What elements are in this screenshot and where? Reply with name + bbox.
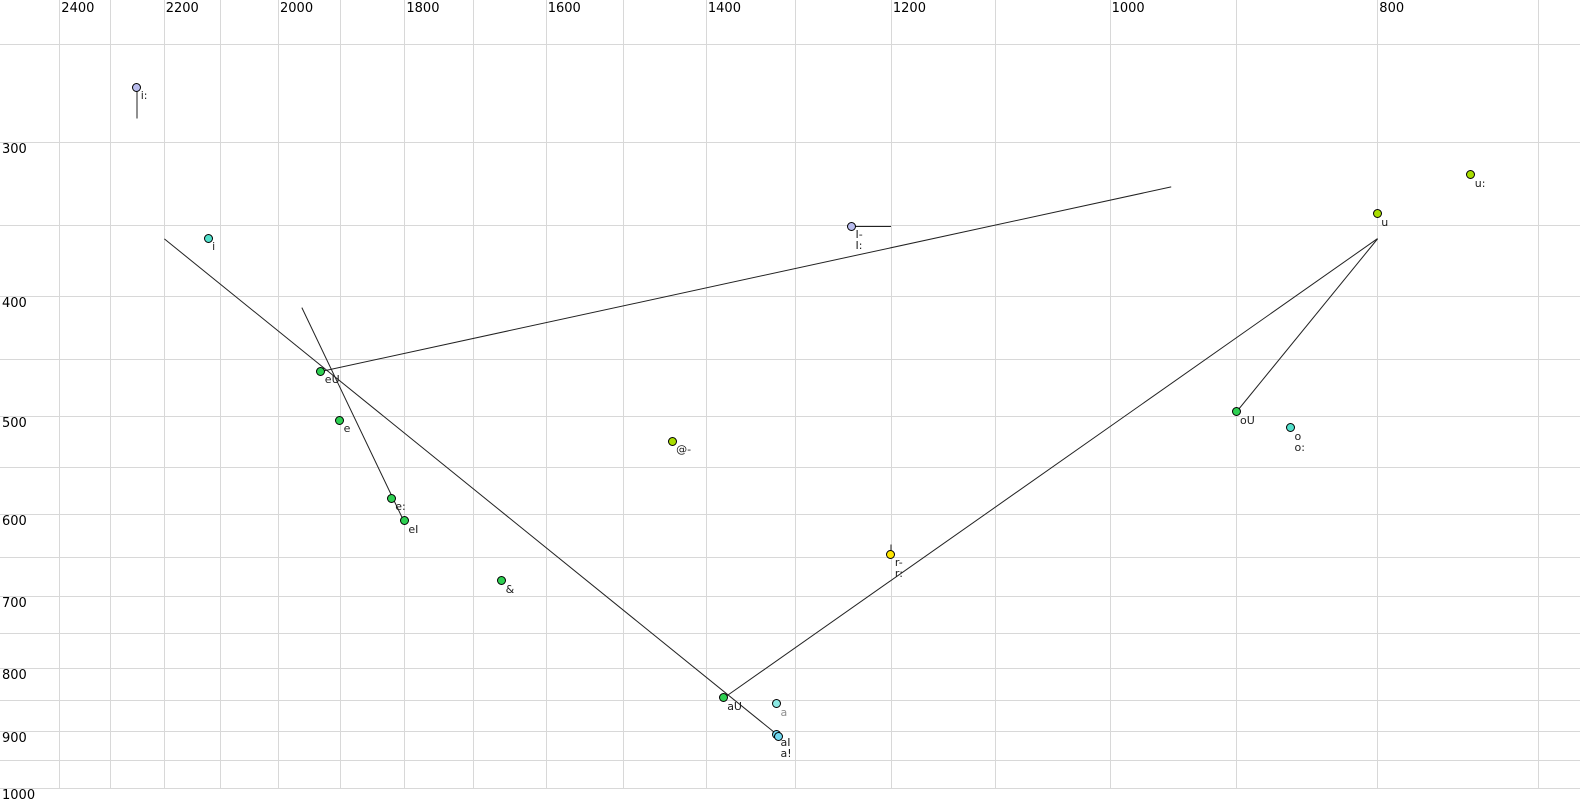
x-axis-tick-label: 800 — [1379, 1, 1405, 16]
vowel-dot[interactable] — [132, 82, 142, 92]
x-axis-tick-label: 2000 — [280, 1, 314, 16]
x-gridline — [473, 0, 474, 788]
x-gridline — [339, 0, 341, 788]
x-gridline — [705, 0, 707, 788]
vowel-label: o: — [1294, 440, 1305, 454]
vowel-dot[interactable] — [847, 221, 856, 231]
vowel-dot[interactable] — [316, 366, 326, 376]
vowel-dot[interactable] — [1372, 209, 1382, 219]
vowel-label: o — [1294, 429, 1302, 443]
vowel-dot[interactable] — [772, 699, 781, 708]
y-gridline — [0, 513, 1580, 515]
x-axis-tick-label: 1000 — [1111, 1, 1145, 16]
vowel-label: e — [343, 422, 351, 436]
vowel-dot[interactable] — [335, 415, 345, 425]
x-gridline — [59, 0, 61, 788]
vowel-dot[interactable] — [497, 576, 507, 586]
vowel-label: eU — [324, 373, 340, 387]
vowel-dot[interactable] — [386, 493, 396, 503]
vowel-dot[interactable] — [399, 516, 409, 526]
y-gridline — [0, 296, 1580, 298]
vowel-label: a — [780, 705, 788, 719]
vowel-label: oU — [1240, 413, 1255, 427]
y-axis-tick-label: 400 — [2, 296, 27, 312]
vowel-label: u: — [1474, 176, 1486, 190]
x-gridline — [163, 0, 165, 788]
x-gridline — [545, 0, 547, 788]
vowel-label: i — [212, 240, 216, 254]
vowel-glide-line — [301, 307, 405, 522]
vowel-label: aI — [780, 736, 791, 749]
vowel-label: a! — [780, 747, 792, 760]
vowel-label: aU — [727, 699, 742, 713]
y-axis-tick-label: 800 — [2, 667, 27, 683]
y-gridline — [0, 700, 1580, 702]
y-axis-tick-label: 500 — [2, 415, 27, 431]
vowel-label: eI — [408, 522, 419, 536]
x-gridline — [623, 0, 625, 788]
x-axis-tick-label: 2400 — [61, 1, 95, 16]
x-gridline — [1537, 0, 1539, 788]
vowel-label: I- — [855, 228, 863, 242]
x-axis-tick-label: 1200 — [892, 1, 926, 16]
y-axis-tick-label: 700 — [2, 596, 27, 612]
vowel-label: @- — [676, 443, 692, 456]
y-axis-tick-label: 900 — [2, 731, 27, 746]
vowel-dot[interactable] — [667, 436, 677, 446]
vowel-glide-line — [163, 238, 777, 735]
x-gridline — [995, 0, 997, 788]
vowel-dot[interactable] — [203, 233, 213, 243]
vowel-label: e: — [395, 500, 406, 514]
x-axis-tick-label: 1400 — [707, 1, 741, 16]
x-gridline — [404, 0, 406, 788]
x-gridline — [890, 0, 892, 788]
vowel-dot[interactable] — [1286, 423, 1295, 432]
y-gridline — [0, 731, 1580, 732]
vowel-label: r- — [894, 556, 903, 569]
x-gridline — [278, 0, 279, 788]
y-gridline — [0, 760, 1580, 761]
vowel-glide-line — [851, 226, 891, 228]
y-gridline — [0, 596, 1580, 598]
x-axis-tick-label: 1800 — [406, 1, 440, 16]
y-gridline — [0, 633, 1580, 635]
vowel-glide-line — [320, 186, 1172, 373]
vowel-label: u — [1381, 215, 1389, 229]
y-axis-tick-label: 600 — [2, 513, 27, 529]
vowel-glide-line — [722, 238, 1378, 699]
y-gridline — [0, 224, 1580, 226]
y-gridline — [0, 787, 1580, 789]
y-gridline — [0, 44, 1580, 46]
y-gridline — [0, 466, 1580, 468]
y-axis-tick-label: 300 — [2, 141, 27, 157]
vowel-dot[interactable] — [886, 549, 896, 559]
y-axis-tick-label: 1000 — [2, 787, 36, 800]
vowel-dot[interactable] — [773, 732, 783, 742]
x-axis-tick-label: 2200 — [165, 1, 199, 16]
y-gridline — [0, 415, 1580, 417]
y-gridline — [0, 556, 1580, 558]
x-gridline — [1377, 0, 1379, 788]
vowel-label: r: — [894, 567, 903, 580]
vowel-dot[interactable] — [1231, 407, 1241, 416]
vowel-label: I: — [855, 239, 863, 253]
x-gridline — [794, 0, 796, 788]
y-gridline — [0, 359, 1580, 361]
vowel-dot[interactable] — [1466, 170, 1476, 180]
vowel-glide-line — [136, 87, 138, 119]
x-gridline — [1236, 0, 1237, 788]
x-axis-tick-label: 1600 — [547, 1, 581, 16]
x-gridline — [219, 0, 221, 788]
x-gridline — [1109, 0, 1111, 788]
y-gridline — [0, 141, 1580, 143]
vowel-label: i: — [140, 89, 148, 103]
y-gridline — [0, 667, 1580, 669]
x-gridline — [110, 0, 112, 788]
vowel-dot[interactable] — [718, 693, 728, 703]
vowel-glide-line — [1235, 238, 1378, 413]
vowel-label: & — [505, 582, 515, 596]
